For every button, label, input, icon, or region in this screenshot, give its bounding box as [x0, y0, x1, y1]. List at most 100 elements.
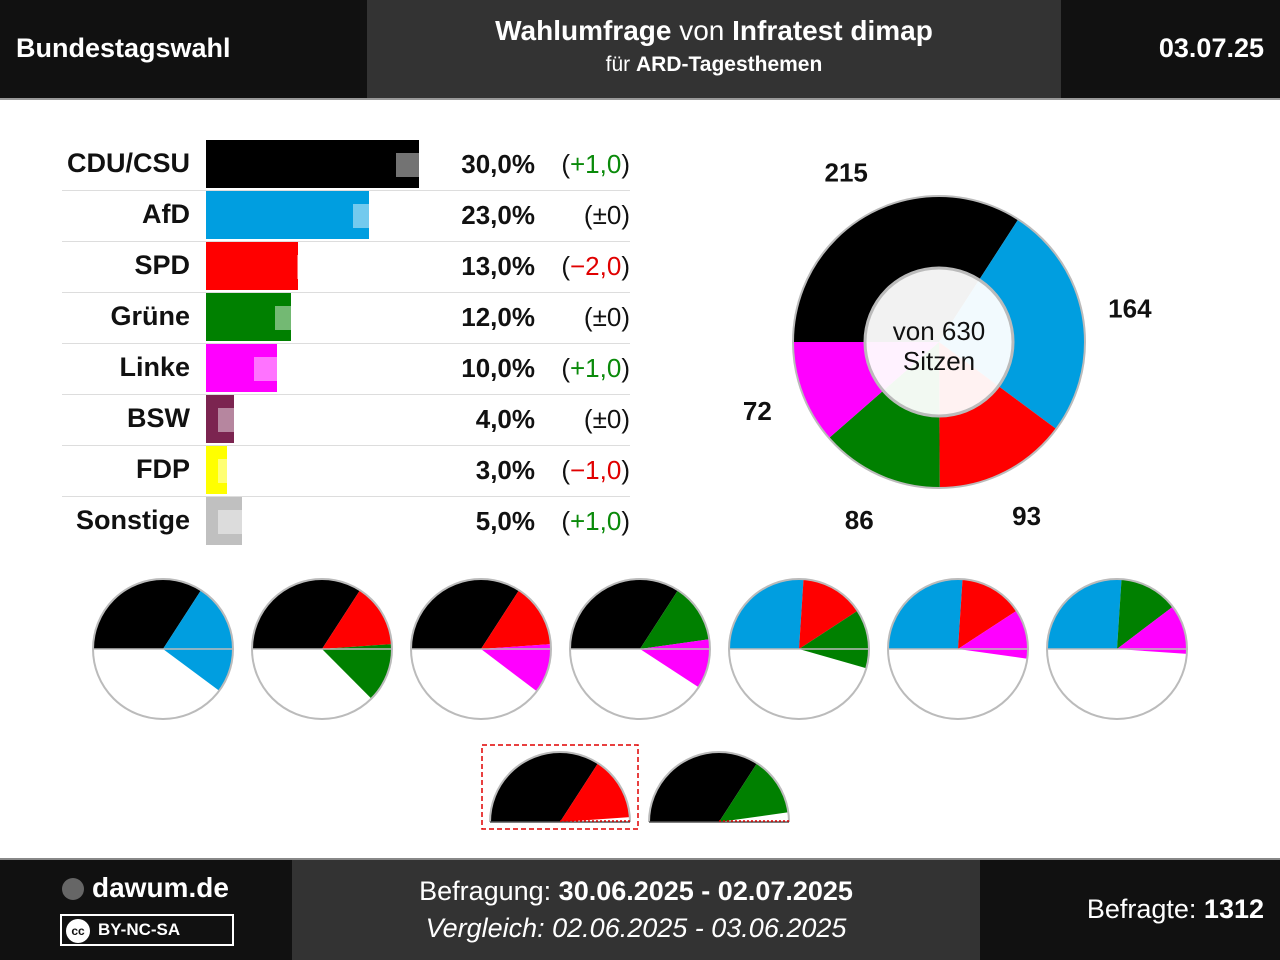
survey-period-value: 30.06.2025 - 02.07.2025 [558, 876, 853, 906]
respondents: Befragte: 1312 [1087, 894, 1264, 925]
party-label: Sonstige [75, 505, 190, 535]
coalition-segment [411, 579, 519, 649]
change-label: (−2,0) [561, 251, 630, 281]
donut-center [863, 266, 1015, 418]
license-badge[interactable]: cc BY-NC-SA [60, 914, 234, 946]
percentage-label: 13,0% [461, 251, 535, 281]
seats-word-label: Sitzen [903, 346, 975, 376]
seat-label: 86 [845, 505, 874, 535]
percentage-label: 5,0% [475, 506, 535, 536]
change-label: (±0) [583, 302, 630, 332]
party-row-linke: Linke 10,0% (+1,0) [62, 344, 630, 395]
coalition-segment [958, 579, 1017, 649]
header-election: Bundestagswahl [16, 33, 231, 63]
previous-value-marker [218, 459, 251, 483]
percentage-label: 3,0% [475, 455, 535, 485]
coalition-segment [799, 579, 858, 649]
coalition-segment [481, 644, 551, 692]
coalition-segment [570, 579, 678, 649]
result-bar-chart: CDU/CSU 30,0% (+1,0) AfD 23,0% (±0) SPD 13,0% (−… [62, 140, 630, 547]
change-label: (+1,0) [561, 149, 630, 179]
party-label: Grüne [110, 301, 190, 331]
party-row-bsw: BSW 4,0% (±0) [62, 395, 630, 446]
previous-value-marker [253, 357, 286, 381]
poll-title-connector: von [671, 15, 733, 46]
header-date: 03.07.25 [1158, 33, 1264, 63]
coalition-segment [481, 590, 551, 649]
party-row-spd: SPD 13,0% (−2,0) [62, 242, 630, 293]
coalition-chart [410, 578, 552, 720]
previous-value-marker [275, 306, 308, 330]
brand-name: dawum.de [92, 872, 229, 903]
majority-coalition-chart [481, 744, 639, 830]
subtitle-prefix: für [605, 53, 637, 76]
coalition-chart [251, 578, 393, 720]
change-label: (+1,0) [561, 506, 630, 536]
majority-coalition-chart [648, 751, 790, 823]
previous-value-marker [353, 204, 386, 228]
coalition-segment [649, 752, 757, 822]
previous-value-marker [218, 408, 251, 432]
party-row-afd: AfD 23,0% (±0) [62, 191, 630, 242]
coalition-segment [729, 579, 804, 649]
survey-period: Befragung: 30.06.2025 - 02.07.2025 [292, 876, 980, 907]
coalition-segment [1117, 579, 1173, 649]
header-title-box: Wahlumfrage von Infratest dimap für ARD-… [367, 0, 1061, 98]
coalition-chart [887, 578, 1029, 720]
result-bar [206, 293, 292, 341]
coalition-segment [1117, 606, 1187, 654]
change-label: (±0) [583, 200, 630, 230]
license-text: BY-NC-SA [98, 920, 181, 939]
institute-name: Infratest dimap [732, 15, 933, 46]
donut-outline [792, 195, 1086, 489]
dawum-logo-icon [62, 878, 84, 900]
comparison-period: Vergleich: 02.06.2025 - 03.06.2025 [425, 913, 847, 943]
result-bar [206, 242, 299, 290]
coalition-segment [163, 590, 233, 691]
coalition-segment [640, 590, 710, 649]
creative-commons-icon: cc [66, 919, 90, 943]
coalition-chart [1046, 578, 1188, 720]
coalition-segment [490, 752, 598, 822]
coalition-outline [648, 751, 790, 823]
party-row-sonstige: Sonstige 5,0% (+1,0) [62, 497, 630, 547]
party-label: BSW [127, 403, 190, 433]
respondents-label: Befragte: [1086, 894, 1204, 924]
result-bar [206, 497, 242, 545]
seat-label: 72 [743, 396, 772, 426]
coalition-segment [252, 579, 360, 649]
seat-label: 93 [1012, 501, 1041, 531]
party-label: Linke [119, 352, 190, 382]
coalition-outline [489, 751, 631, 823]
coalition-segment [1047, 579, 1122, 649]
change-label: (+1,0) [561, 353, 630, 383]
total-seats-label: von 630 [893, 316, 986, 346]
result-bar [206, 344, 277, 392]
coalition-segment [322, 644, 393, 699]
previous-value-marker [218, 510, 251, 534]
party-label: SPD [134, 250, 190, 280]
coalition-charts [92, 578, 1188, 830]
poll-subtitle: für ARD-Tagesthemen [367, 53, 1061, 77]
seat-label: 164 [1108, 293, 1152, 323]
footer: dawum.de cc BY-NC-SA Befragung: 30.06.202… [0, 860, 1280, 960]
percentage-label: 10,0% [461, 353, 535, 383]
coalition-segment [958, 610, 1028, 659]
seat-label: 215 [825, 158, 868, 188]
client-name: ARD-Tagesthemen [636, 53, 823, 76]
previous-value-marker [395, 153, 428, 177]
respondents-value: 1312 [1203, 894, 1264, 924]
brand[interactable]: dawum.de [62, 872, 229, 904]
coalition-chart [569, 578, 711, 720]
coalition-segment [888, 579, 963, 649]
percentage-label: 30,0% [461, 149, 535, 179]
change-label: (−1,0) [561, 455, 630, 485]
result-bar [206, 395, 235, 443]
coalition-segment [640, 639, 711, 688]
party-row-gr-ne: Grüne 12,0% (±0) [62, 293, 630, 344]
previous-value-marker [296, 255, 329, 279]
coalition-chart [92, 578, 234, 720]
percentage-label: 23,0% [461, 200, 535, 230]
header-divider [0, 98, 1280, 100]
